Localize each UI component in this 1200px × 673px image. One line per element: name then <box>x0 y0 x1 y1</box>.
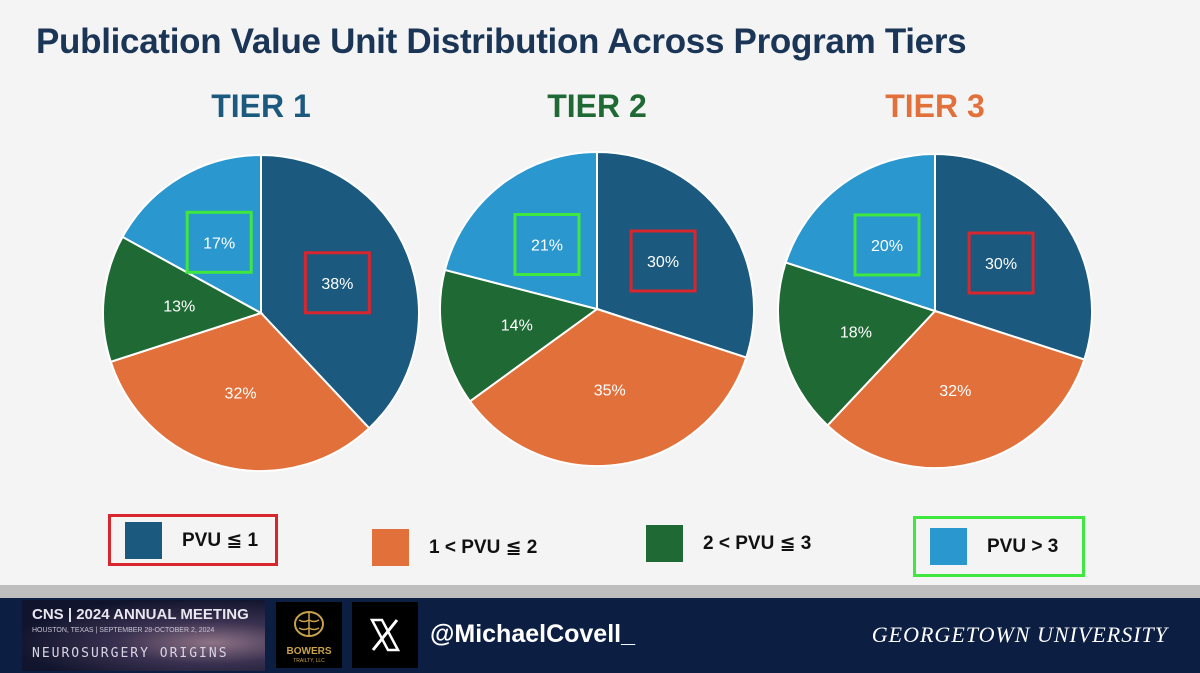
pie-slice <box>101 235 264 364</box>
pie-slice-label: 18% <box>840 324 872 341</box>
pie-slice <box>784 152 936 313</box>
pie-chart-tier-2: TIER 2 30% 35% 14% 21% <box>438 88 755 467</box>
legend-label: PVU ≦ 1 <box>182 529 259 551</box>
highlight-box <box>185 210 253 274</box>
x-glyph <box>369 618 401 652</box>
pie-slice-label: 17% <box>203 235 235 252</box>
pie-slice <box>438 268 600 403</box>
pie-slice-label: 14% <box>501 317 533 334</box>
pie-slice <box>776 261 937 427</box>
pie-chart-tier-3: TIER 3 30% 32% 18% 20% <box>776 88 1093 469</box>
page-title: Publication Value Unit Distribution Acro… <box>36 22 967 61</box>
pie-title: TIER 2 <box>547 88 647 124</box>
bowers-subtitle: TRAILTY, LLC <box>293 658 325 664</box>
pie-slice-label: 35% <box>594 383 626 400</box>
legend-label: PVU > 3 <box>987 535 1059 557</box>
legend-label: 2 < PVU ≦ 3 <box>703 532 812 554</box>
legend-swatch <box>930 528 967 565</box>
pie-title: TIER 3 <box>885 88 985 124</box>
legend-item-pvu-2-3: 2 < PVU ≦ 3 <box>646 517 811 569</box>
cns-location: HOUSTON, TEXAS | SEPTEMBER 28-OCTOBER 2,… <box>32 627 215 634</box>
highlight-box <box>853 213 921 277</box>
legend-swatch <box>125 521 162 559</box>
pie-slice-label: 20% <box>871 238 903 255</box>
highlight-box <box>303 251 371 315</box>
pie-slice-label: 32% <box>939 383 971 400</box>
pie-slice-label: 30% <box>647 254 679 271</box>
pie-slice <box>826 309 1086 469</box>
pie-slice-label: 30% <box>985 256 1017 273</box>
legend-item-pvu-1-2: 1 < PVU ≦ 2 <box>372 521 537 573</box>
footer-divider <box>0 585 1200 598</box>
pie-slice <box>934 152 1093 361</box>
legend-swatch <box>646 524 683 562</box>
highlight-box <box>629 229 697 293</box>
pie-title: TIER 1 <box>211 88 311 124</box>
highlight-box <box>513 212 581 276</box>
pie-slice <box>468 307 748 467</box>
legend-swatch <box>372 528 409 566</box>
pie-chart-tier-1: TIER 1 38% 32% 13% 17% <box>101 88 420 472</box>
pie-slice <box>443 150 598 311</box>
cns-logo-text: CNS | 2024 ANNUAL MEETING <box>32 606 249 623</box>
brain-icon <box>294 611 324 637</box>
legend-item-pvu-gt-3: PVU > 3 <box>913 516 1085 577</box>
pie-slice-label: 32% <box>225 386 257 403</box>
pie-slice-label: 38% <box>321 276 353 293</box>
footer-bar: CNS | 2024 ANNUAL MEETING HOUSTON, TEXAS… <box>0 598 1200 673</box>
pie-slice-label: 13% <box>163 298 195 315</box>
highlight-box <box>967 231 1035 295</box>
pie-slice-label: 21% <box>531 237 563 254</box>
pie-slice <box>596 150 755 359</box>
pie-charts: TIER 138%32%13%17%TIER 230%35%14%21%TIER… <box>101 88 1093 472</box>
legend-item-pvu-le-1: PVU ≦ 1 <box>108 514 278 566</box>
legend-label: 1 < PVU ≦ 2 <box>429 536 538 558</box>
bowers-trailty-logo: BOWERS TRAILTY, LLC <box>276 602 342 668</box>
x-logo-icon[interactable] <box>352 602 418 668</box>
pie-slice <box>109 311 371 472</box>
pie-slice <box>260 153 420 430</box>
bowers-name: BOWERS <box>286 646 332 657</box>
cns-theme: NEUROSURGERY ORIGINS <box>32 646 229 661</box>
twitter-handle[interactable]: @MichaelCovell_ <box>430 620 636 648</box>
georgetown-logo: GEORGETOWN UNIVERSITY <box>871 622 1168 647</box>
cns-annual-meeting-banner: CNS | 2024 ANNUAL MEETING HOUSTON, TEXAS… <box>22 600 265 671</box>
